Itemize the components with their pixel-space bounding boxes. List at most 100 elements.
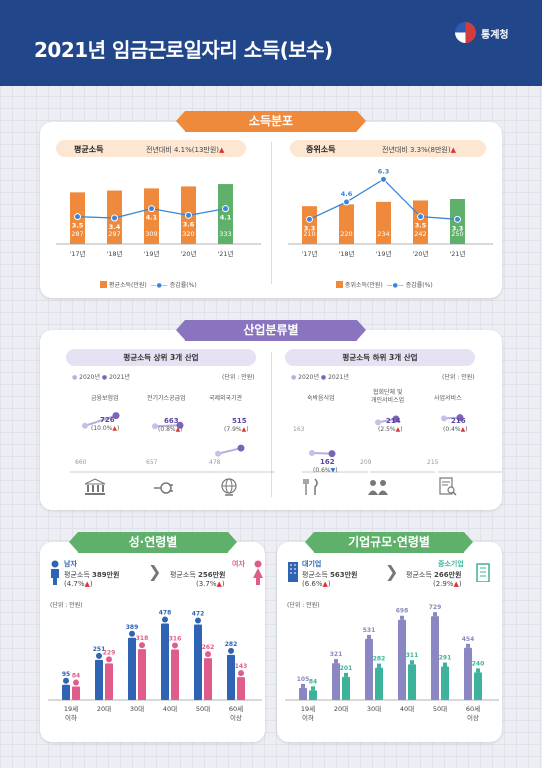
bar-value-label: 220 [340, 230, 352, 238]
value-2021: 216 [451, 417, 466, 425]
growth-rate-label: 3.4 [109, 223, 121, 231]
large-change: (6.6%▲) [302, 580, 331, 588]
tower-top-2 [410, 660, 414, 665]
bar-series-1 [332, 663, 340, 700]
industry-name: 사업서비스 [434, 395, 462, 402]
growth-rate-label: 4.1 [146, 214, 158, 222]
industry-name: 국제외국기관 [209, 395, 243, 402]
legend-line-swatch: —●— [386, 282, 404, 289]
legend-avg: 평균소득(만원) —●— 증감률(%) [100, 280, 197, 289]
header-banner [0, 0, 542, 86]
point-2021 [176, 421, 184, 429]
male-change: (4.7%▲) [64, 580, 93, 588]
up-arrow-icon: ▲ [322, 580, 328, 588]
growth-rate-label: 3.5 [72, 222, 84, 230]
point-2021 [328, 450, 336, 458]
x-tick-label: 60세 [229, 704, 243, 713]
up-arrow-icon: ▲ [450, 146, 456, 154]
sme-change: (2.9%▲) [433, 580, 462, 588]
up-arrow-icon: ▲ [453, 580, 459, 588]
bar-series-2 [441, 666, 449, 700]
growth-rate-label: 4.1 [220, 214, 232, 222]
growth-rate-point [343, 198, 350, 206]
bar-series-2 [237, 677, 245, 700]
avg-income-note: 전년대비 4.1%(13만원)▲ [146, 146, 225, 154]
growth-rate-label: 4.6 [341, 190, 353, 198]
bar-value-label: 320 [182, 230, 194, 238]
point-2021 [237, 444, 245, 452]
bar-value-label: 229 [103, 649, 116, 656]
bar-series-2 [408, 664, 416, 700]
point-2020 [82, 422, 88, 429]
bar-series-2 [342, 676, 350, 700]
person-head-2 [205, 651, 211, 658]
bar-value-label: 251 [93, 646, 106, 653]
tower-top-2 [344, 672, 348, 677]
bar-value-label: 201 [340, 665, 353, 672]
value-2020: 657 [146, 459, 158, 466]
avg-income-chart: 287 '17년 297 '18년 309 '19년 320 '20년 333 '21년 3.5 3.… [56, 184, 261, 258]
bar-series-1 [194, 624, 202, 700]
point-2021 [456, 414, 464, 422]
x-tick-label: 19세 [301, 704, 315, 713]
x-tick-label: '17년 [69, 249, 85, 258]
tower-top-2 [476, 668, 480, 673]
value-2021: 214 [386, 417, 401, 425]
section-title-industry: 산업분류별 [176, 320, 366, 341]
x-tick-label: 이하 [65, 713, 77, 722]
growth-rate-label: 3.6 [183, 220, 195, 228]
bar-value-label: 333 [219, 230, 231, 238]
industry-name: 개인서비스업 [371, 397, 405, 404]
median-income-note: 전년대비 3.3%(8만원)▲ [382, 146, 456, 154]
section-title-distribution: 소득분포 [176, 111, 366, 132]
person-head-2 [106, 656, 112, 663]
x-tick-label: '20년 [180, 249, 196, 258]
bar-value-label: 316 [169, 635, 182, 642]
sme-label: 중소기업 [438, 560, 464, 568]
page-title: 2021년 임금근로일자리 소득(보수) [34, 38, 333, 62]
up-arrow-icon: ▲ [112, 425, 118, 432]
legend-line-swatch: —●— [150, 282, 168, 289]
bar-value-label: 95 [62, 671, 70, 678]
growth-rate-point [185, 211, 192, 219]
bar-series-2 [171, 649, 179, 700]
bank-icon [84, 478, 106, 495]
change-label: (2.5%▲) [378, 426, 403, 433]
point-2020 [441, 415, 447, 422]
value-2021: 663 [164, 417, 179, 425]
value-2020: 163 [293, 426, 305, 433]
person-head-1 [162, 616, 168, 623]
bottom3-title: 평균소득 하위 3개 산업 [342, 353, 418, 362]
x-tick-label: '18년 [106, 249, 122, 258]
bar-series-1 [62, 684, 70, 700]
x-tick-label: 50대 [196, 705, 210, 713]
x-tick-label: '19년 [143, 249, 159, 258]
bar [339, 204, 354, 244]
growth-rate-point [111, 214, 118, 222]
value-2021: 726 [100, 416, 115, 424]
section-title-size-age: 기업규모·연령별 [305, 532, 473, 553]
bar-value-label: 282 [373, 656, 386, 663]
growth-rate-label: 3.5 [415, 222, 427, 230]
change-label: (0.4%▲) [443, 426, 468, 433]
up-arrow-icon: ▲ [395, 426, 401, 433]
size-age-unit: (단위 : 만원) [287, 602, 320, 609]
bar-value-label: 84 [72, 673, 80, 680]
industry-chart [70, 412, 502, 473]
bar-series-1 [95, 659, 103, 700]
chevron-right-icon: ❯ [148, 562, 162, 581]
x-tick-label: '20년 [412, 249, 428, 258]
bar-value-label: 234 [377, 230, 389, 238]
bar-value-label: 472 [192, 610, 205, 617]
bar-value-label: 287 [71, 230, 83, 238]
document-search-icon [439, 477, 457, 496]
bar-value-label: 309 [145, 230, 157, 238]
person-head-1 [195, 617, 201, 624]
bar-value-label: 250 [451, 230, 463, 238]
change-label: (10.0%▲) [91, 425, 120, 432]
tower-top-1 [433, 612, 437, 617]
point-2020 [152, 423, 158, 430]
x-tick-label: 30대 [367, 705, 381, 713]
bar-series-2 [309, 690, 317, 700]
